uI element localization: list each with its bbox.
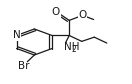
Text: N: N [13, 30, 20, 40]
Text: Br: Br [18, 61, 29, 71]
Text: O: O [78, 10, 86, 20]
Text: NH: NH [64, 42, 79, 52]
Text: 2: 2 [71, 45, 76, 54]
Text: O: O [52, 7, 60, 17]
